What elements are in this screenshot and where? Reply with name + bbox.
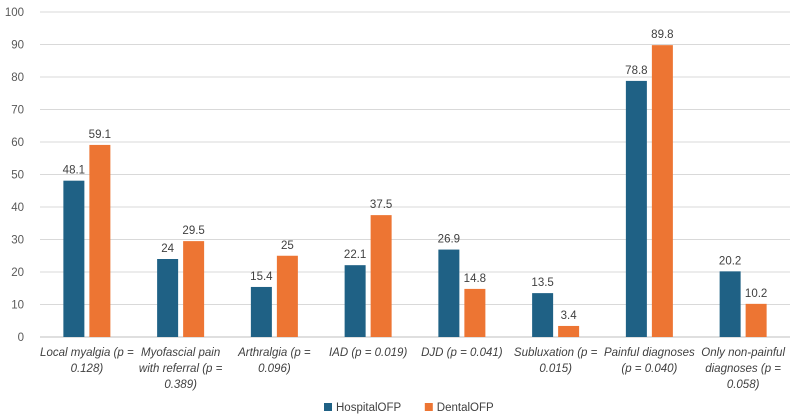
data-label: 15.4 — [250, 271, 273, 283]
bar-hospitalofp — [625, 80, 647, 338]
y-tick-label: 80 — [11, 72, 24, 84]
bar-hospitalofp — [438, 249, 460, 337]
data-label: 22.1 — [344, 249, 366, 261]
data-label: 26.9 — [438, 234, 460, 246]
category-label: with referral (p = — [139, 363, 223, 375]
legend-swatch — [424, 403, 433, 411]
data-label: 29.5 — [182, 225, 204, 237]
category-labels: Local myalgia (p = 0.128) Myofascial pain w… — [40, 347, 785, 391]
y-tick-label: 0 — [18, 332, 24, 344]
bar-dentalofp — [464, 288, 486, 337]
category-label: diagnoses (p = — [705, 363, 781, 375]
category-label: 0.128) — [71, 363, 104, 375]
legend: HospitalOFP DentalOFP — [324, 402, 494, 414]
data-label: 3.4 — [561, 310, 578, 322]
bar-hospitalofp — [157, 259, 179, 337]
bar-dentalofp — [558, 325, 580, 337]
bar-dentalofp — [276, 255, 298, 337]
bars — [63, 45, 767, 338]
data-label: 78.8 — [625, 65, 647, 77]
data-label: 14.8 — [464, 273, 486, 285]
category-label: IAD (p = 0.019) — [329, 347, 407, 359]
y-axis-ticks: 0 10 20 30 40 50 60 70 80 90 100 — [5, 7, 24, 344]
category-label: Myofascial pain — [141, 347, 220, 359]
data-label: 37.5 — [370, 199, 392, 211]
y-tick-label: 60 — [11, 137, 24, 149]
category-label: 0.096) — [258, 363, 291, 375]
bar-dentalofp — [370, 215, 392, 337]
bar-hospitalofp — [344, 265, 366, 337]
y-tick-label: 30 — [11, 235, 24, 247]
data-labels: 48.1 59.1 24 29.5 15.4 25 22.1 37.5 26.9 14.8 13.5… — [63, 29, 768, 322]
data-label: 59.1 — [89, 129, 111, 141]
category-label: Local myalgia (p = — [40, 347, 134, 359]
y-tick-label: 50 — [11, 170, 24, 182]
y-tick-label: 10 — [11, 300, 24, 312]
data-label: 24 — [161, 243, 174, 255]
category-label: Painful diagnoses — [604, 347, 695, 359]
y-tick-label: 100 — [5, 7, 24, 19]
y-tick-label: 40 — [11, 202, 24, 214]
legend-label: HospitalOFP — [336, 402, 402, 414]
bar-hospitalofp — [250, 286, 272, 337]
data-label: 25 — [281, 240, 294, 252]
grid — [40, 11, 790, 338]
data-label: 89.8 — [651, 29, 673, 41]
legend-label: DentalOFP — [437, 402, 494, 414]
data-label: 48.1 — [63, 165, 85, 177]
category-label: Only non-painful — [701, 347, 785, 359]
data-label: 10.2 — [745, 288, 767, 300]
bar-hospitalofp — [532, 293, 554, 337]
category-label: Subluxation (p = — [514, 347, 598, 359]
category-label: 0.389) — [164, 379, 197, 391]
category-label: 0.058) — [727, 379, 760, 391]
bar-dentalofp — [745, 303, 767, 337]
bar-hospitalofp — [719, 271, 741, 337]
category-label: DJD (p = 0.041) — [421, 347, 503, 359]
category-label: Arthralgia (p = — [237, 347, 311, 359]
bar-hospitalofp — [63, 180, 85, 337]
data-label: 13.5 — [531, 277, 553, 289]
category-label: 0.015) — [539, 363, 572, 375]
y-tick-label: 90 — [11, 40, 24, 52]
bar-dentalofp — [183, 241, 205, 337]
bar-dentalofp — [651, 45, 673, 338]
data-label: 20.2 — [719, 255, 741, 267]
category-label: (p = 0.040) — [621, 363, 677, 375]
y-tick-label: 20 — [11, 267, 24, 279]
bar-dentalofp — [89, 144, 111, 337]
legend-swatch — [324, 403, 332, 411]
y-tick-label: 70 — [11, 105, 24, 117]
